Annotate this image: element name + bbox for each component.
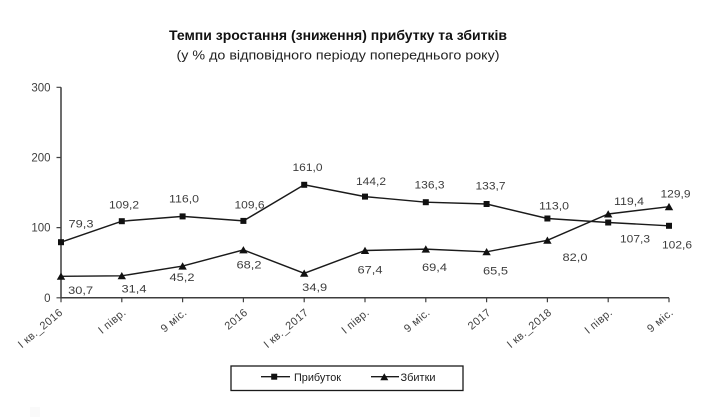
svg-text:31,4: 31,4: [122, 284, 147, 296]
svg-text:109,6: 109,6: [235, 200, 265, 212]
svg-text:Прибуток: Прибуток: [294, 372, 341, 384]
svg-text:Темпи зростання (зниження) при: Темпи зростання (зниження) прибутку та з…: [169, 27, 507, 43]
svg-text:Збитки: Збитки: [401, 372, 436, 384]
svg-text:34,9: 34,9: [302, 282, 327, 294]
svg-text:100: 100: [31, 223, 50, 235]
svg-text:144,2: 144,2: [356, 176, 386, 188]
svg-text:67,4: 67,4: [358, 265, 383, 277]
svg-text:113,0: 113,0: [539, 201, 569, 213]
svg-text:129,9: 129,9: [661, 189, 691, 201]
svg-text:0: 0: [44, 293, 50, 305]
svg-text:82,0: 82,0: [563, 252, 588, 264]
svg-text:102,6: 102,6: [662, 240, 692, 252]
svg-text:200: 200: [31, 153, 50, 165]
svg-text:45,2: 45,2: [170, 272, 195, 284]
svg-text:30,7: 30,7: [68, 285, 93, 297]
svg-text:161,0: 161,0: [293, 162, 323, 174]
svg-text:109,2: 109,2: [109, 200, 139, 212]
svg-text:136,3: 136,3: [415, 180, 445, 192]
svg-text:119,4: 119,4: [614, 196, 644, 208]
svg-text:107,3: 107,3: [620, 234, 650, 246]
svg-text:300: 300: [31, 82, 50, 94]
svg-text:65,5: 65,5: [483, 266, 508, 278]
svg-text:116,0: 116,0: [169, 194, 199, 206]
svg-text:(у % до відповідного періоду п: (у % до відповідного періоду попередньог…: [177, 47, 500, 62]
svg-text:69,4: 69,4: [422, 262, 447, 274]
svg-text:68,2: 68,2: [237, 260, 262, 272]
svg-text:79,3: 79,3: [69, 219, 94, 231]
svg-text:133,7: 133,7: [476, 181, 506, 193]
